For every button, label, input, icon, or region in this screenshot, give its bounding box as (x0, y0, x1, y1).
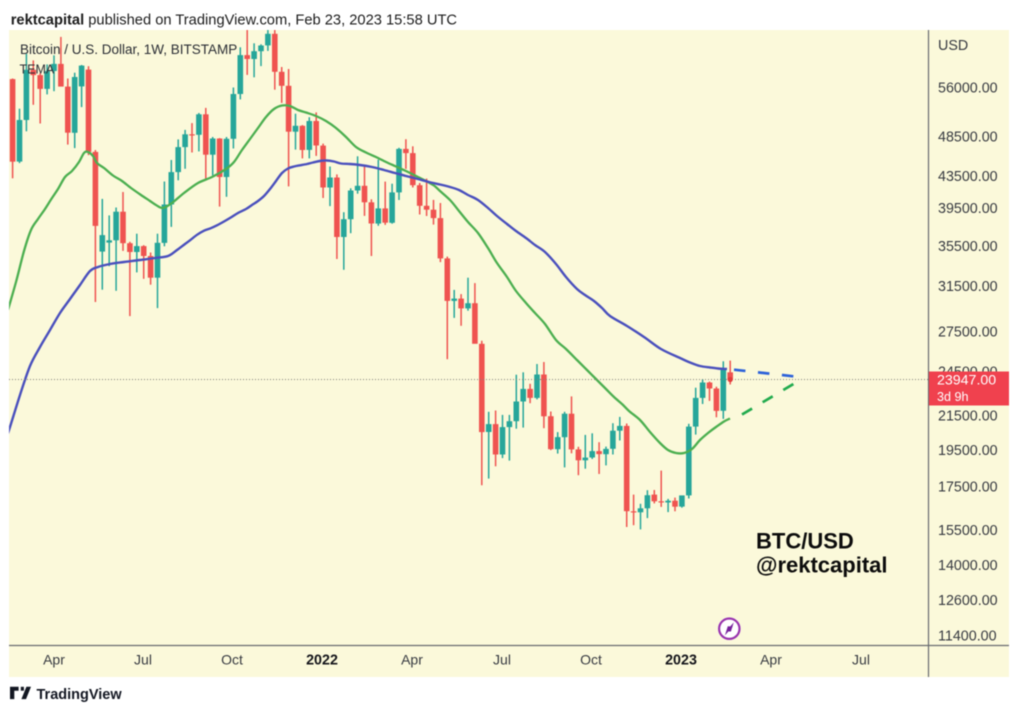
svg-text:rektcapital published on Tradi: rektcapital published on TradingView.com… (11, 12, 458, 28)
svg-text:23947.00: 23947.00 (937, 373, 996, 389)
svg-text:35500.00: 35500.00 (938, 239, 998, 255)
svg-text:21500.00: 21500.00 (938, 409, 998, 425)
svg-text:@rektcapital: @rektcapital (756, 553, 888, 578)
svg-text:Apr: Apr (760, 652, 782, 668)
svg-text:Jul: Jul (852, 652, 870, 668)
svg-text:TradingView: TradingView (37, 687, 123, 703)
svg-text:43500.00: 43500.00 (938, 169, 998, 185)
svg-text:27500.00: 27500.00 (938, 325, 998, 341)
svg-text:56000.00: 56000.00 (938, 81, 998, 97)
svg-text:39500.00: 39500.00 (938, 201, 998, 217)
svg-text:TEMA: TEMA (20, 63, 55, 77)
svg-text:Bitcoin / U.S. Dollar, 1W, BIT: Bitcoin / U.S. Dollar, 1W, BITSTAMP (20, 42, 237, 57)
svg-text:14000.00: 14000.00 (938, 558, 998, 574)
svg-text:Oct: Oct (221, 652, 243, 668)
svg-text:48500.00: 48500.00 (938, 130, 998, 146)
svg-text:17500.00: 17500.00 (938, 480, 998, 496)
svg-text:Jul: Jul (493, 652, 511, 668)
svg-text:15500.00: 15500.00 (938, 523, 998, 539)
svg-text:USD: USD (938, 38, 968, 54)
svg-text:Oct: Oct (580, 652, 602, 668)
svg-text:Jul: Jul (134, 652, 152, 668)
svg-text:2022: 2022 (306, 653, 338, 669)
svg-text:12600.00: 12600.00 (938, 593, 998, 609)
svg-text:11400.00: 11400.00 (938, 629, 997, 645)
svg-text:2023: 2023 (665, 653, 697, 669)
svg-text:31500.00: 31500.00 (938, 279, 998, 295)
svg-text:Apr: Apr (401, 652, 423, 668)
svg-text:19500.00: 19500.00 (938, 443, 998, 459)
svg-text:BTC/USD: BTC/USD (756, 529, 854, 554)
svg-text:Apr: Apr (43, 652, 65, 668)
svg-text:3d 9h: 3d 9h (937, 390, 969, 404)
